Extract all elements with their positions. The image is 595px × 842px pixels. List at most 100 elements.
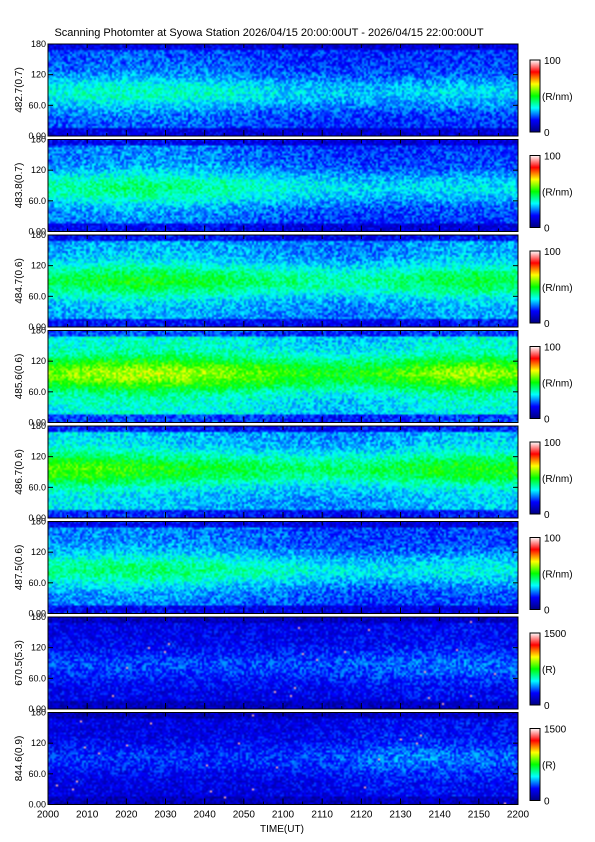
y-tick-label: 60.0 xyxy=(28,196,46,206)
y-axis-label: 486.7(0.6) xyxy=(14,449,25,495)
y-tick-label: 180 xyxy=(31,708,46,718)
colorbar-unit-label: (R/nm) xyxy=(542,92,573,103)
heatmap-image xyxy=(48,521,518,614)
x-tick-label: 2010 xyxy=(76,810,99,821)
y-axis-label: 487.5(0.6) xyxy=(14,545,25,591)
heatmap-image xyxy=(48,139,518,232)
colorbar-unit-label: (R/nm) xyxy=(542,379,573,390)
colorbar xyxy=(529,537,541,610)
x-tick-label: 2030 xyxy=(154,810,177,821)
y-tick-label: 180 xyxy=(31,612,46,622)
x-tick-label: 2130 xyxy=(389,810,412,821)
colorbar-min-label: 0 xyxy=(544,224,550,235)
x-axis-label: TIME(UT) xyxy=(260,824,304,835)
colorbar xyxy=(529,632,541,706)
colorbar-max-label: 100 xyxy=(544,438,561,449)
y-axis-label: 670.5(5.3) xyxy=(14,640,25,686)
panel-0: 0.00 60.0 120 180 482.7(0.7) 100 (R/nm) 0 xyxy=(14,39,573,141)
y-axis-label: 844.6(0.9) xyxy=(14,736,25,782)
panel-7: 0.00 60.0 120 180 844.6(0.9) 1500 (R) 0 xyxy=(14,708,567,810)
y-tick-label: 0.00 xyxy=(28,131,46,141)
heatmap-image xyxy=(48,712,518,805)
x-tick-label: 2050 xyxy=(233,810,256,821)
y-tick-label: 60.0 xyxy=(28,100,46,110)
y-tick-label: 0.00 xyxy=(28,418,46,428)
y-axis-label: 484.7(0.6) xyxy=(14,258,25,304)
y-axis-label: 483.8(0.7) xyxy=(14,163,25,209)
colorbar-max-label: 100 xyxy=(544,343,561,354)
colorbar-min-label: 0 xyxy=(544,797,550,808)
y-tick-label: 120 xyxy=(31,738,46,748)
heatmap-image xyxy=(48,235,518,327)
y-tick-label: 60.0 xyxy=(28,387,46,397)
colorbar-unit-label: (R) xyxy=(542,761,556,772)
panel-4: 0.00 60.0 120 180 486.7(0.6) 100 (R/nm) 0 xyxy=(14,421,573,523)
colorbar-min-label: 0 xyxy=(544,415,550,426)
y-tick-label: 0.00 xyxy=(28,227,46,237)
panel-6: 0.00 60.0 120 180 670.5(5.3) 1500 (R) 0 xyxy=(14,612,567,714)
x-tick-label: 2140 xyxy=(429,810,452,821)
y-tick-label: 0.00 xyxy=(28,609,46,619)
y-tick-label: 0.00 xyxy=(28,322,46,332)
heatmap-image xyxy=(48,617,518,709)
colorbar-max-label: 100 xyxy=(544,247,561,258)
panel-5: 0.00 60.0 120 180 487.5(0.6) 100 (R/nm) 0 xyxy=(14,517,573,619)
heatmap-image xyxy=(48,44,518,136)
colorbar-unit-label: (R/nm) xyxy=(542,283,573,294)
y-tick-label: 0.00 xyxy=(28,800,46,810)
x-tick-label: 2100 xyxy=(272,810,295,821)
x-tick-label: 2200 xyxy=(507,810,530,821)
colorbar-max-label: 100 xyxy=(544,534,561,545)
y-tick-label: 60.0 xyxy=(28,769,46,779)
y-tick-label: 120 xyxy=(31,261,46,271)
y-tick-label: 60.0 xyxy=(28,291,46,301)
y-tick-label: 180 xyxy=(31,326,46,336)
x-tick-label: 2000 xyxy=(37,810,60,821)
colorbar-min-label: 0 xyxy=(544,128,550,139)
panel-3: 0.00 60.0 120 180 485.6(0.6) 100 (R/nm) 0 xyxy=(14,326,573,428)
panel-1: 0.00 60.0 120 180 483.8(0.7) 100 (R/nm) 0 xyxy=(14,135,573,237)
heatmap-image xyxy=(48,330,518,423)
y-tick-label: 120 xyxy=(31,165,46,175)
heatmap-image xyxy=(48,426,518,518)
y-tick-label: 0.00 xyxy=(28,513,46,523)
y-tick-label: 120 xyxy=(31,643,46,653)
y-tick-label: 60.0 xyxy=(28,578,46,588)
y-tick-label: 180 xyxy=(31,230,46,240)
colorbar-max-label: 1500 xyxy=(544,725,567,736)
y-tick-label: 120 xyxy=(31,452,46,462)
colorbar-min-label: 0 xyxy=(544,606,550,617)
chart-title: Scanning Photomter at Syowa Station 2026… xyxy=(54,27,483,39)
colorbar-unit-label: (R) xyxy=(542,665,556,676)
colorbar xyxy=(529,250,541,324)
y-tick-label: 120 xyxy=(31,356,46,366)
colorbar xyxy=(529,441,541,515)
colorbar xyxy=(529,728,541,801)
y-tick-label: 180 xyxy=(31,421,46,431)
y-tick-label: 180 xyxy=(31,39,46,49)
colorbar xyxy=(529,155,541,228)
colorbar-max-label: 1500 xyxy=(544,629,567,640)
x-tick-label: 2040 xyxy=(194,810,217,821)
colorbar-max-label: 100 xyxy=(544,152,561,163)
y-tick-label: 60.0 xyxy=(28,482,46,492)
colorbar-unit-label: (R/nm) xyxy=(542,570,573,581)
y-tick-label: 0.00 xyxy=(28,704,46,714)
panel-2: 0.00 60.0 120 180 484.7(0.6) 100 (R/nm) 0 xyxy=(14,230,573,332)
colorbar-min-label: 0 xyxy=(544,701,550,712)
colorbar-min-label: 0 xyxy=(544,510,550,521)
y-tick-label: 120 xyxy=(31,547,46,557)
colorbar xyxy=(529,59,541,133)
y-tick-label: 60.0 xyxy=(28,673,46,683)
colorbar-min-label: 0 xyxy=(544,319,550,330)
colorbar-max-label: 100 xyxy=(544,56,561,67)
x-tick-label: 2020 xyxy=(115,810,138,821)
y-tick-label: 180 xyxy=(31,135,46,145)
colorbar-unit-label: (R/nm) xyxy=(542,188,573,199)
y-axis-label: 482.7(0.7) xyxy=(14,67,25,113)
y-tick-label: 120 xyxy=(31,70,46,80)
colorbar xyxy=(529,346,541,419)
y-axis-label: 485.6(0.6) xyxy=(14,354,25,400)
